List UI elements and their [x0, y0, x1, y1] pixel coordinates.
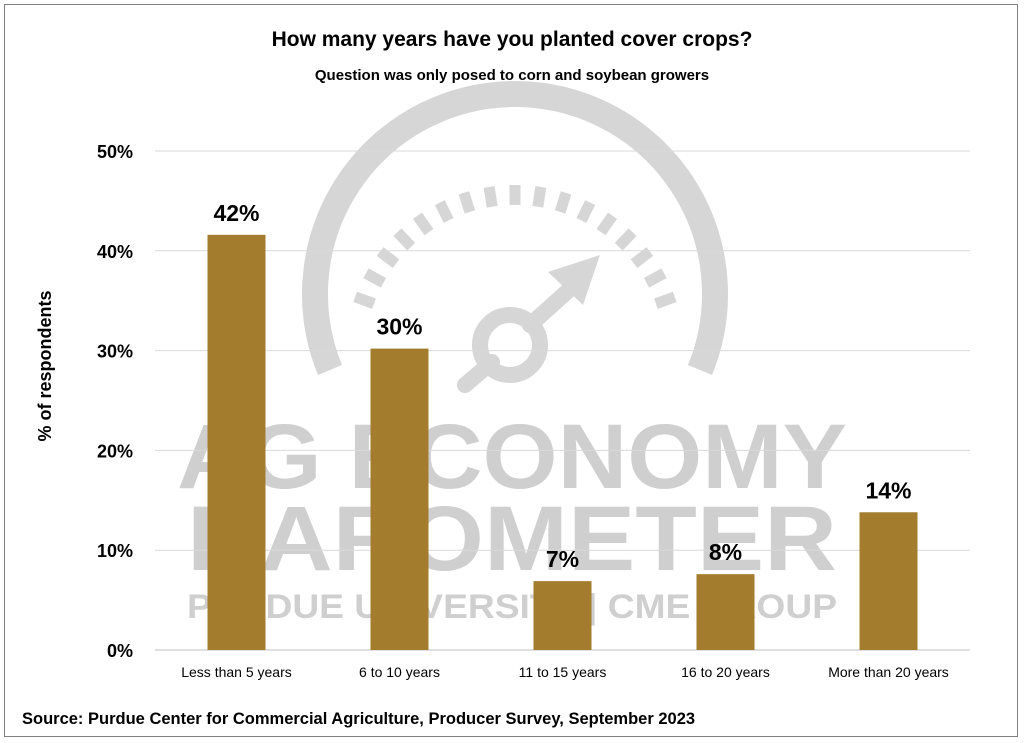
bar: [533, 581, 592, 650]
bars: [207, 234, 918, 650]
data-label: 30%: [376, 314, 422, 340]
chart-title: How many years have you planted cover cr…: [271, 28, 753, 51]
x-tick-label: More than 20 years: [828, 664, 949, 680]
y-tick-label: 30%: [97, 342, 133, 362]
x-tick-label: 16 to 20 years: [681, 664, 770, 680]
data-labels: 42% 30% 7% 8% 14%: [213, 200, 911, 572]
x-tick-label: 11 to 15 years: [519, 664, 607, 680]
x-tick-label: 6 to 10 years: [359, 664, 440, 680]
y-tick-label: 20%: [97, 441, 133, 461]
bar: [370, 348, 429, 650]
y-axis-label: % of respondents: [35, 290, 55, 441]
y-tick-label: 10%: [97, 541, 133, 561]
bar: [207, 234, 266, 650]
watermark-line-2: BAROMETER: [187, 488, 837, 590]
data-label: 42%: [213, 200, 259, 226]
bar: [696, 574, 755, 650]
data-label: 8%: [709, 539, 742, 565]
y-tick-label: 0%: [107, 641, 133, 661]
bar: [859, 512, 918, 650]
data-label: 14%: [865, 477, 911, 503]
category-labels: Less than 5 years 6 to 10 years 11 to 15 y…: [181, 664, 949, 680]
source-note: Source: Purdue Center for Commercial Agr…: [22, 710, 696, 728]
watermark: AG ECONOMY BAROMETER PURDUE UNIVERSITY |…: [177, 81, 847, 626]
data-label: 7%: [546, 546, 579, 572]
gauge-icon: [302, 81, 728, 393]
watermark-line-1: AG ECONOMY: [177, 406, 847, 508]
y-tick-label: 40%: [97, 242, 133, 262]
y-tick-label: 50%: [97, 142, 133, 162]
chart-subtitle: Question was only posed to corn and soyb…: [314, 67, 710, 84]
y-axis-ticks: 0% 10% 20% 30% 40% 50%: [97, 142, 133, 661]
x-tick-label: Less than 5 years: [181, 664, 292, 680]
